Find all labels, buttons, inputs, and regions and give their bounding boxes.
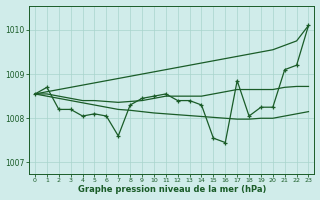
- X-axis label: Graphe pression niveau de la mer (hPa): Graphe pression niveau de la mer (hPa): [77, 185, 266, 194]
